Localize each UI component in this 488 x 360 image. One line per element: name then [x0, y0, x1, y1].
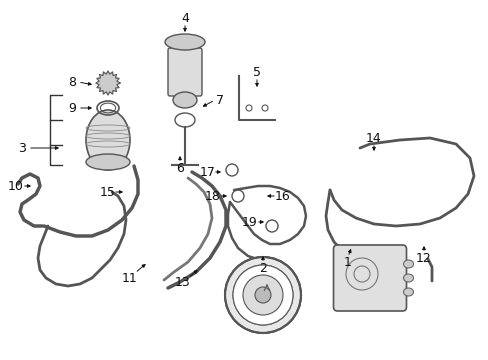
Text: 12: 12 [415, 252, 431, 265]
Text: 10: 10 [8, 180, 24, 193]
Circle shape [224, 257, 301, 333]
FancyBboxPatch shape [168, 48, 202, 96]
Text: 19: 19 [242, 216, 257, 229]
Circle shape [232, 265, 292, 325]
Text: 4: 4 [181, 12, 188, 24]
Ellipse shape [403, 288, 413, 296]
Text: 1: 1 [344, 256, 351, 269]
Text: 8: 8 [68, 76, 76, 89]
Ellipse shape [86, 110, 130, 170]
Text: 11: 11 [122, 271, 138, 284]
Text: 16: 16 [275, 189, 290, 202]
Circle shape [243, 275, 283, 315]
Text: 6: 6 [176, 162, 183, 175]
Text: 2: 2 [259, 261, 266, 274]
FancyBboxPatch shape [333, 245, 406, 311]
Ellipse shape [86, 154, 130, 170]
Text: 15: 15 [100, 185, 116, 198]
Text: 17: 17 [200, 166, 216, 179]
Text: 14: 14 [366, 131, 381, 144]
Text: 5: 5 [252, 66, 261, 78]
Text: 13: 13 [175, 276, 190, 289]
Ellipse shape [173, 92, 197, 108]
Text: 18: 18 [204, 189, 221, 202]
Ellipse shape [164, 34, 204, 50]
Text: 9: 9 [68, 102, 76, 114]
Text: 7: 7 [216, 94, 224, 107]
Ellipse shape [403, 260, 413, 268]
Polygon shape [96, 71, 120, 95]
Text: 3: 3 [18, 141, 26, 154]
Circle shape [254, 287, 270, 303]
Ellipse shape [403, 274, 413, 282]
